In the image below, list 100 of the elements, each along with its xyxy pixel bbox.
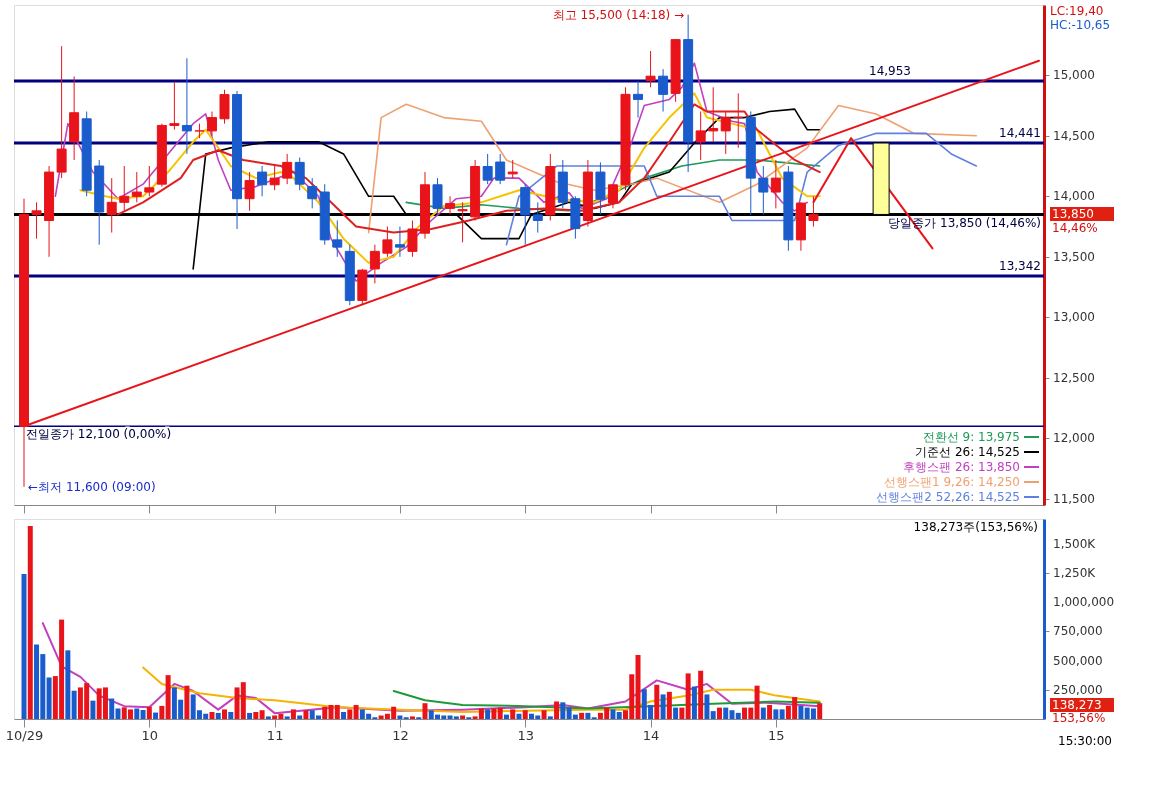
text: HC:-10,65 [1050,18,1111,32]
candlestick [658,68,669,113]
bar [259,710,265,719]
bar [290,709,296,719]
bar [65,650,71,719]
y-tick-label: 13,000 [1053,310,1095,325]
candlestick [257,165,268,197]
bar [773,709,779,719]
x-tick-label: 10 [141,727,159,743]
bar [297,715,303,719]
bar [760,707,766,719]
x-tick-label: 13 [517,727,535,743]
text: 13,850 [1052,207,1094,221]
bar [21,573,27,719]
y-tick-label: 500,000 [1053,653,1103,668]
bar [685,673,691,719]
bar [560,702,566,719]
bar [541,710,547,719]
bar [303,710,309,719]
bar [522,710,528,719]
bar [510,709,516,719]
x-tick-label: 14 [642,727,660,743]
bar [422,703,428,719]
bar [322,706,328,719]
candlestick [394,226,405,258]
bar [71,690,77,719]
bar [654,684,660,719]
bar [817,703,823,719]
candlestick [645,50,656,88]
bar [798,705,804,719]
candlestick [607,183,618,209]
bar [397,715,403,719]
bar [485,709,491,719]
text: 153,56% [1052,711,1106,725]
bar [159,705,165,719]
y-tick-label: 750,000 [1053,624,1103,639]
bar [228,711,234,719]
bar [140,709,146,719]
bar [679,707,685,719]
bar [585,712,591,719]
y-tick-label: 1,500K [1053,536,1097,551]
bar [710,711,716,719]
bar [503,714,509,719]
bar [341,711,347,719]
x-tick-label: 12 [392,727,409,743]
candlestick [695,111,706,161]
line-series [392,689,821,710]
bar [46,677,52,719]
candlestick [56,45,67,179]
bar [353,704,359,719]
bar [779,709,785,719]
y-tick-label: 14,000 [1053,189,1095,204]
bar [547,716,553,719]
candlestick [495,153,506,185]
y-tick-label: 13,500 [1053,249,1095,264]
candlestick [307,177,318,209]
legend-label: 선행스팬1 9,26: 14,250 [883,475,1020,489]
ref-line-label: 14,953 [869,63,911,78]
bar [209,711,215,719]
y-tick-label: 250,000 [1053,682,1103,697]
candlestick [720,111,731,155]
bar [704,694,710,719]
legend-label: 선행스팬2 52,26: 14,525 [876,490,1020,504]
x-tick-label: 10/29 [5,727,44,743]
ref-line-label: 13,342 [999,258,1041,273]
candlestick [131,171,142,203]
bar [165,675,171,719]
bar [265,716,271,719]
candlestick [294,157,305,191]
bar [660,694,666,719]
line-series [142,666,821,713]
annotation: ←최저 11,600 (09:00) [28,479,156,494]
bar [284,716,290,719]
bar [579,712,585,719]
candlestick [532,201,543,234]
candlestick [770,159,781,209]
bar [635,654,641,719]
bar [616,711,622,719]
bar [460,715,466,719]
ref-line-label: 전일종가 12,100 (0,00%) [26,427,172,442]
text: 138,273 [1052,698,1102,712]
text: LC:19,40 [1050,4,1104,18]
y-tick-label: 15,000 [1053,68,1095,83]
legend-label: 기준선 26: 14,525 [915,445,1020,459]
bar [27,526,33,719]
bar [134,708,140,719]
bar [516,713,522,719]
y-tick-label: 1,250K [1053,565,1097,580]
bar [610,709,616,719]
bar [247,712,253,719]
candlestick [206,111,217,137]
x-tick-label: 15 [768,727,785,743]
candlestick [269,165,280,191]
bar [666,691,672,719]
bar [698,670,704,719]
bar [146,706,152,719]
bar [673,707,679,719]
text: 15:30:00 [1058,734,1112,748]
bar [497,707,503,719]
legend-label: 후행스팬 26: 13,850 [903,460,1020,474]
